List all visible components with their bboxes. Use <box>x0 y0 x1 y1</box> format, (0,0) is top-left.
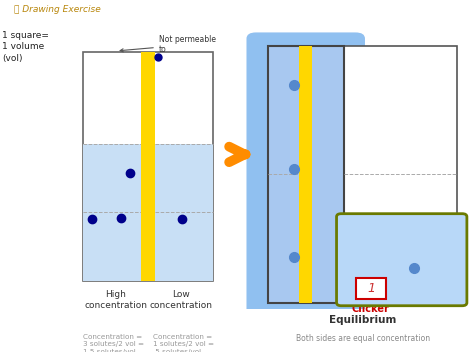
Text: 🖊 Drawing Exercise: 🖊 Drawing Exercise <box>14 5 101 14</box>
Text: solutes/vol: solutes/vol <box>389 284 437 293</box>
Text: Both sides are equal concentration: Both sides are equal concentration <box>296 334 429 342</box>
Text: Concentration =: Concentration = <box>282 284 354 293</box>
Bar <box>141 52 155 281</box>
Bar <box>344 46 457 218</box>
Text: 1: 1 <box>367 282 375 295</box>
Text: Concentration =
1 solutes/2 vol =
.5 solutes/vol: Concentration = 1 solutes/2 vol = .5 sol… <box>153 334 214 352</box>
Text: 1 square=
1 volume
(vol): 1 square= 1 volume (vol) <box>2 31 49 63</box>
Text: Clicker: Clicker <box>352 304 390 314</box>
Bar <box>83 52 213 281</box>
Text: Low
concentration: Low concentration <box>149 290 212 310</box>
Text: Equilibrium: Equilibrium <box>329 315 396 325</box>
Text: Concentration =
3 solutes/2 vol =
1.5 solutes/vol: Concentration = 3 solutes/2 vol = 1.5 so… <box>83 334 144 352</box>
FancyBboxPatch shape <box>246 32 365 316</box>
Bar <box>356 278 386 299</box>
Text: Not permeable
to: Not permeable to <box>120 35 216 55</box>
Bar <box>83 144 141 281</box>
Text: High
concentration: High concentration <box>84 290 147 310</box>
Bar <box>268 46 344 303</box>
FancyBboxPatch shape <box>337 214 467 306</box>
Bar <box>155 144 213 281</box>
Bar <box>299 46 312 303</box>
